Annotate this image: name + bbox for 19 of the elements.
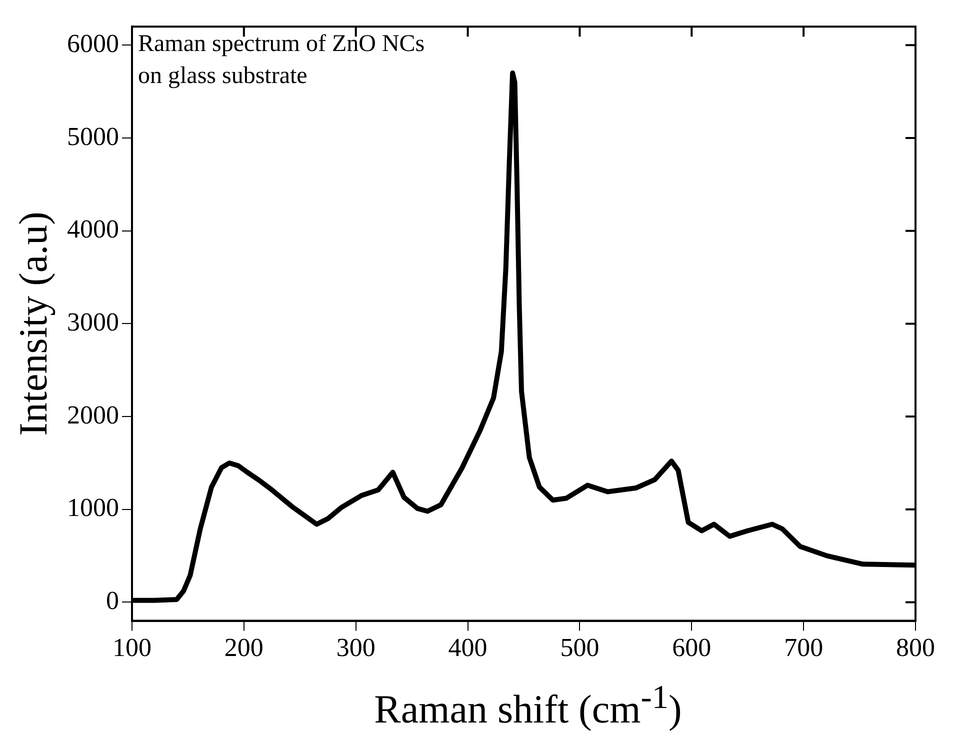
y-tick-label: 3000	[67, 308, 119, 337]
x-tick-label: 300	[336, 633, 376, 662]
y-tick-label: 5000	[67, 122, 119, 151]
x-tick-label: 500	[560, 633, 600, 662]
y-tick-label: 6000	[67, 28, 119, 58]
x-tick-label: 400	[448, 633, 488, 662]
x-tick-label: 200	[224, 633, 264, 662]
x-tick-label: 600	[672, 633, 712, 662]
annotation: Raman spectrum of ZnO NCs	[138, 30, 425, 57]
y-tick-label: 2000	[67, 400, 119, 430]
x-tick-label: 800	[896, 633, 935, 662]
y-tick-label: 0	[106, 586, 119, 616]
annotation: on glass substrate	[138, 62, 308, 89]
y-axis-title: Intensity (a.u)	[10, 212, 56, 436]
x-tick-label: 100	[112, 633, 152, 662]
x-axis-title: Raman shift (cm$^{-1}$)	[373, 678, 683, 734]
x-tick-label: 700	[784, 633, 824, 662]
y-tick-label: 1000	[67, 493, 119, 522]
y-tick-label: 4000	[67, 214, 119, 244]
